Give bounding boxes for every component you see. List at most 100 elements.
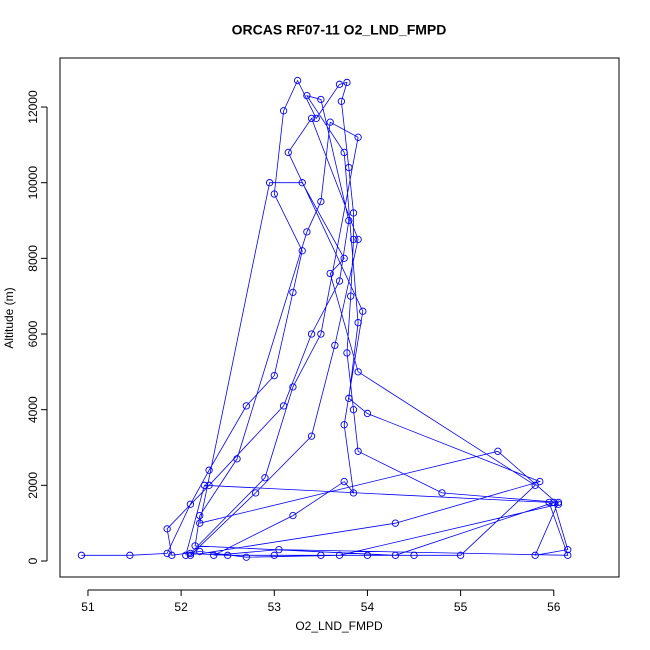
data-point <box>349 406 358 414</box>
data-point <box>270 551 278 559</box>
data-point <box>265 179 274 187</box>
data-point <box>317 330 325 338</box>
data-point <box>317 551 325 559</box>
data-point <box>307 330 316 338</box>
data-point <box>335 277 344 285</box>
data-point <box>554 498 563 507</box>
y-tick-label: 2000 <box>26 472 40 499</box>
data-point <box>340 254 348 263</box>
data-point <box>224 551 232 559</box>
data-point <box>289 288 297 297</box>
data-point <box>354 319 362 327</box>
data-point <box>196 547 204 556</box>
data-point <box>261 474 269 482</box>
data-point <box>182 551 190 559</box>
x-tick-label: 56 <box>547 600 561 614</box>
data-point <box>363 551 372 559</box>
data-point <box>186 549 195 558</box>
data-point <box>275 545 283 554</box>
y-tick-label: 6000 <box>26 320 40 347</box>
data-point <box>340 477 348 486</box>
y-tick-label: 8000 <box>26 245 40 272</box>
y-axis-label: Altitude (m) <box>2 287 16 348</box>
data-point <box>163 549 171 558</box>
data-point <box>531 551 539 559</box>
data-point <box>191 542 199 550</box>
data-point <box>331 341 339 350</box>
data-point <box>349 489 358 497</box>
data-point <box>345 163 353 172</box>
data-point <box>298 247 306 255</box>
data-point <box>545 498 553 507</box>
data-point <box>438 489 446 497</box>
data-point <box>340 421 348 429</box>
data-point <box>303 92 311 100</box>
y-tick-label: 4000 <box>26 396 40 423</box>
data-point <box>349 235 358 244</box>
data-point <box>205 466 213 474</box>
data-point <box>289 383 297 391</box>
data-point <box>205 481 213 489</box>
data-point <box>349 209 358 217</box>
data-point <box>317 95 325 104</box>
data-point <box>312 114 320 123</box>
data-point <box>494 447 502 455</box>
data-point <box>233 455 241 463</box>
data-point <box>340 148 348 157</box>
data-point <box>345 216 353 225</box>
data-point <box>359 307 367 315</box>
x-tick-label: 54 <box>361 600 375 614</box>
data-point <box>279 402 288 410</box>
data-point <box>210 551 218 559</box>
data-point <box>347 292 355 300</box>
data-point <box>363 409 372 418</box>
data-point <box>410 551 418 559</box>
data-point <box>337 97 346 106</box>
data-point <box>196 519 204 527</box>
data-point <box>279 107 288 115</box>
data-point <box>531 481 539 489</box>
data-point <box>354 235 362 244</box>
data-point <box>335 551 344 559</box>
x-tick-label: 51 <box>81 600 95 614</box>
data-point <box>284 148 292 157</box>
data-point <box>307 432 316 440</box>
data-point <box>186 551 195 559</box>
data-point <box>77 551 86 559</box>
x-axis-label: O2_LND_FMPD <box>295 619 383 633</box>
data-point <box>456 551 465 559</box>
data-point <box>564 545 572 554</box>
data-point <box>303 228 311 236</box>
data-point <box>242 402 250 410</box>
y-tick-label: 10000 <box>26 166 40 200</box>
data-point <box>326 118 334 126</box>
data-point <box>270 371 278 380</box>
data-point <box>289 511 297 520</box>
data-point <box>163 525 171 533</box>
plot-box <box>59 57 620 578</box>
x-tick-label: 52 <box>174 600 188 614</box>
data-point <box>200 481 209 489</box>
data-point <box>126 551 134 559</box>
data-point <box>343 349 351 357</box>
data-point <box>293 76 302 85</box>
y-tick-label: 12000 <box>26 90 40 124</box>
data-point <box>307 114 316 123</box>
data-point <box>168 551 176 559</box>
data-point <box>317 197 325 206</box>
data-point <box>354 447 362 455</box>
x-tick-label: 53 <box>268 600 282 614</box>
data-point <box>335 80 344 88</box>
data-point <box>354 368 362 376</box>
data-point <box>196 511 204 520</box>
data-point <box>251 489 260 497</box>
data-point <box>391 551 400 559</box>
data-point <box>186 500 195 508</box>
data-point <box>343 78 351 87</box>
data-point <box>554 500 563 508</box>
data-point <box>564 551 572 559</box>
x-tick-label: 55 <box>454 600 468 614</box>
chart-title: ORCAS RF07-11 O2_LND_FMPD <box>232 22 447 38</box>
